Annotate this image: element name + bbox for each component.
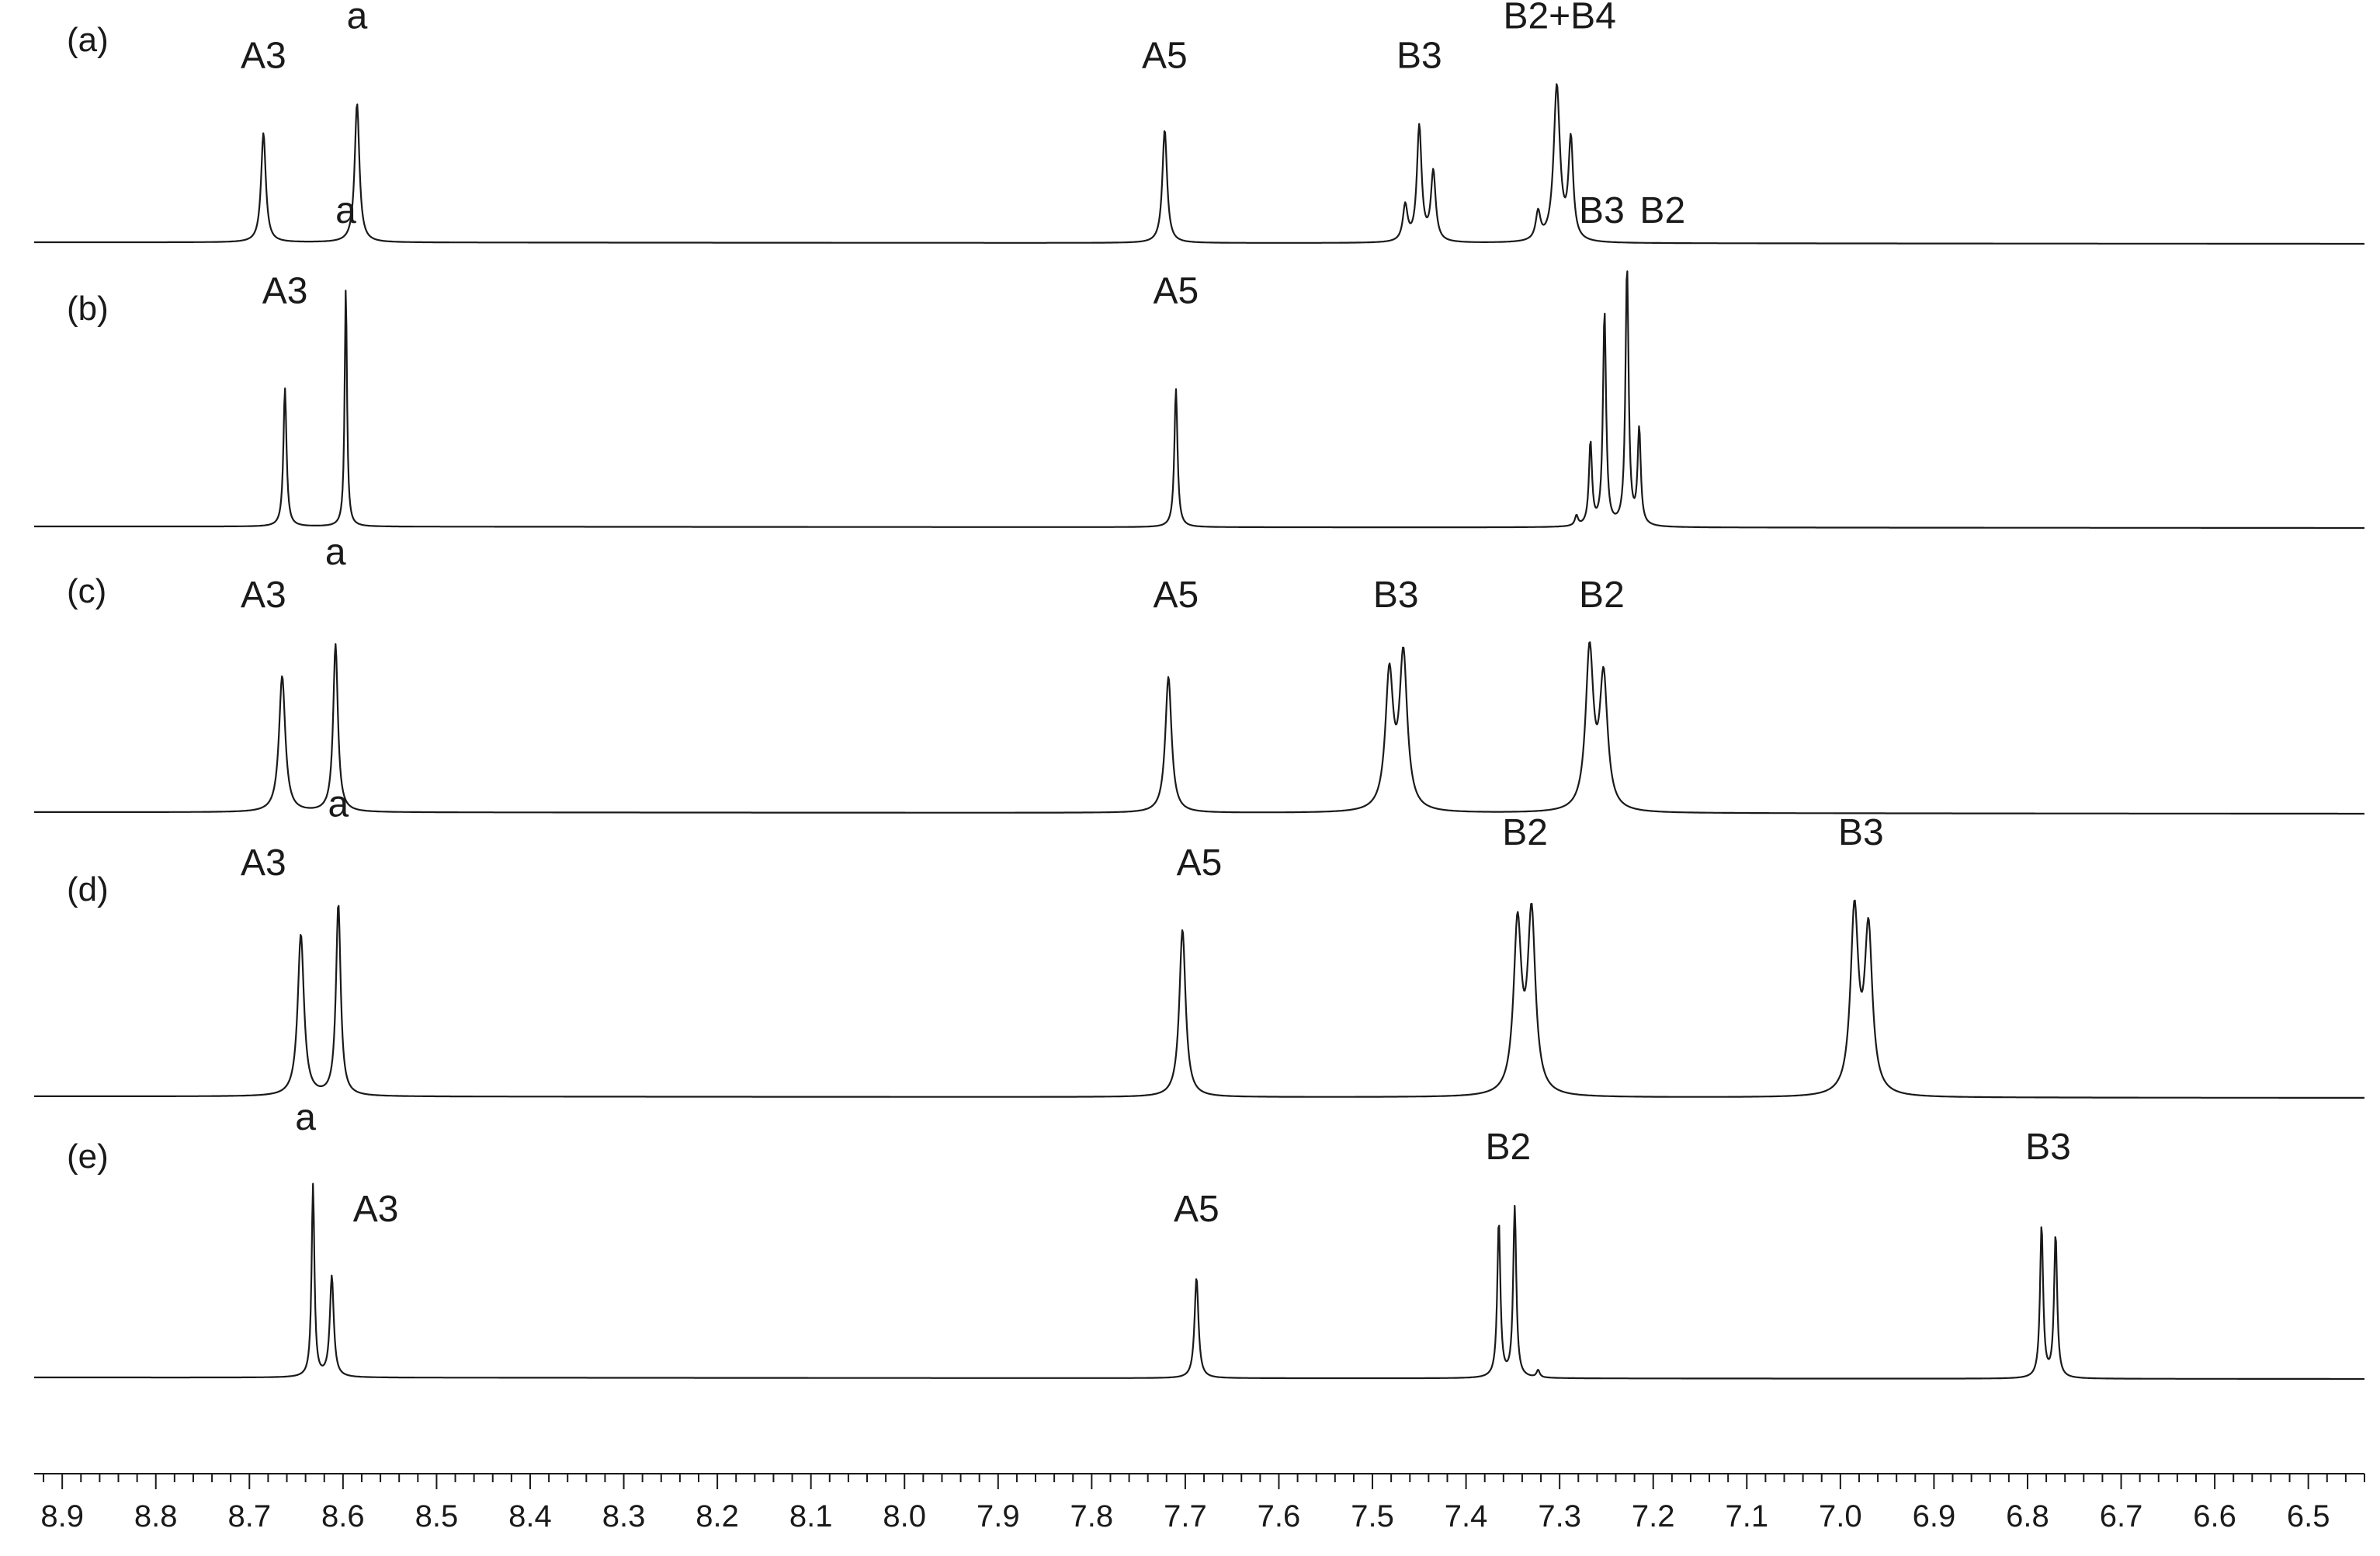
peak-label: a: [335, 190, 356, 231]
x-tick-label: 7.4: [1445, 1499, 1488, 1533]
x-tick-label: 6.5: [2287, 1499, 2330, 1533]
x-tick-label: 7.9: [977, 1499, 1020, 1533]
peak-label: a: [328, 784, 349, 825]
x-tick-label: 7.5: [1351, 1499, 1394, 1533]
x-tick-label: 7.1: [1725, 1499, 1768, 1533]
spectrum-panel: (e) a A3 A5 B2 B3: [33, 1097, 2365, 1381]
x-tick-label: 7.2: [1632, 1499, 1675, 1533]
x-tick-label: 6.7: [2100, 1499, 2143, 1533]
panel-label: (a): [67, 21, 109, 59]
peak-label: A5: [1177, 842, 1223, 884]
panel-label: (c): [67, 572, 106, 610]
x-tick-label: 7.8: [1070, 1499, 1114, 1533]
spectrum-trace: [33, 270, 2365, 530]
x-tick-label: 7.7: [1164, 1499, 1207, 1533]
x-tick-label: 8.5: [415, 1499, 459, 1533]
peak-label: B3: [1396, 36, 1442, 77]
x-tick-label: 8.2: [696, 1499, 739, 1533]
peak-label: a: [295, 1097, 316, 1138]
ppm-x-axis: 8.9 8.8 8.7 8.6 8.5 8.4 8.3 8.2 8.1 8.0 7.9 7.8 7.7 7…: [34, 1473, 2365, 1533]
x-tick-label: 7.0: [1819, 1499, 1862, 1533]
x-tick-label: 8.0: [883, 1499, 926, 1533]
peak-label: B3: [1838, 812, 1884, 853]
peak-label: B2: [1639, 190, 1685, 231]
x-tick-label: 7.3: [1538, 1499, 1581, 1533]
spectrum-panel: (a) A3 a A5 B3 B2+B4: [33, 0, 2365, 245]
peak-label: B2: [1579, 575, 1625, 616]
x-tick-label: 7.6: [1258, 1499, 1301, 1533]
spectrum-trace: [33, 1183, 2365, 1381]
peak-label: B3: [1373, 575, 1419, 616]
panel-label: (b): [67, 290, 109, 328]
panel-label: (d): [67, 870, 109, 908]
peak-label: A3: [241, 842, 286, 884]
x-tick-label: 8.6: [321, 1499, 365, 1533]
peak-label: B2: [1502, 812, 1548, 853]
spectrum-trace: [33, 899, 2365, 1099]
x-tick-label: 6.8: [2006, 1499, 2049, 1533]
peak-label: A3: [262, 271, 308, 312]
peak-label: B3: [1579, 190, 1625, 231]
spectrum-panel: (c) A3 a A5 B3 B2: [33, 532, 2365, 815]
x-tick-label: 8.3: [602, 1499, 646, 1533]
x-tick-label: 8.7: [227, 1499, 271, 1533]
x-tick-label: 6.9: [1913, 1499, 1956, 1533]
x-tick-label: 8.4: [508, 1499, 552, 1533]
spectrum-panel: (b) A3 a A5 B3 B2: [33, 190, 2365, 530]
spectrum-trace: [33, 83, 2365, 245]
spectrum-panel: (d) A3 a A5 B2 B3: [33, 784, 2365, 1099]
peak-label: B3: [2025, 1127, 2071, 1168]
panel-label: (e): [67, 1137, 109, 1176]
peak-label: A3: [241, 575, 286, 616]
x-tick-label: 8.1: [789, 1499, 833, 1533]
x-tick-label: 8.8: [134, 1499, 178, 1533]
peak-label: a: [325, 532, 346, 573]
peak-label: A5: [1154, 575, 1199, 616]
x-axis-ticks: 8.9 8.8 8.7 8.6 8.5 8.4 8.3 8.2 8.1 8.0 7.9 7.8 7.7 7…: [40, 1474, 2365, 1533]
x-tick-label: 6.6: [2193, 1499, 2236, 1533]
peak-label: A3: [241, 36, 286, 77]
x-tick-label: 8.9: [40, 1499, 84, 1533]
spectrum-trace: [33, 641, 2365, 815]
peak-label: A5: [1154, 271, 1199, 312]
peak-label: a: [347, 0, 368, 36]
peak-label: B2+B4: [1503, 0, 1615, 36]
peak-label: A3: [353, 1189, 399, 1230]
peak-label: A5: [1174, 1189, 1219, 1230]
peak-label: B2: [1485, 1127, 1531, 1168]
peak-label: A5: [1142, 36, 1188, 77]
